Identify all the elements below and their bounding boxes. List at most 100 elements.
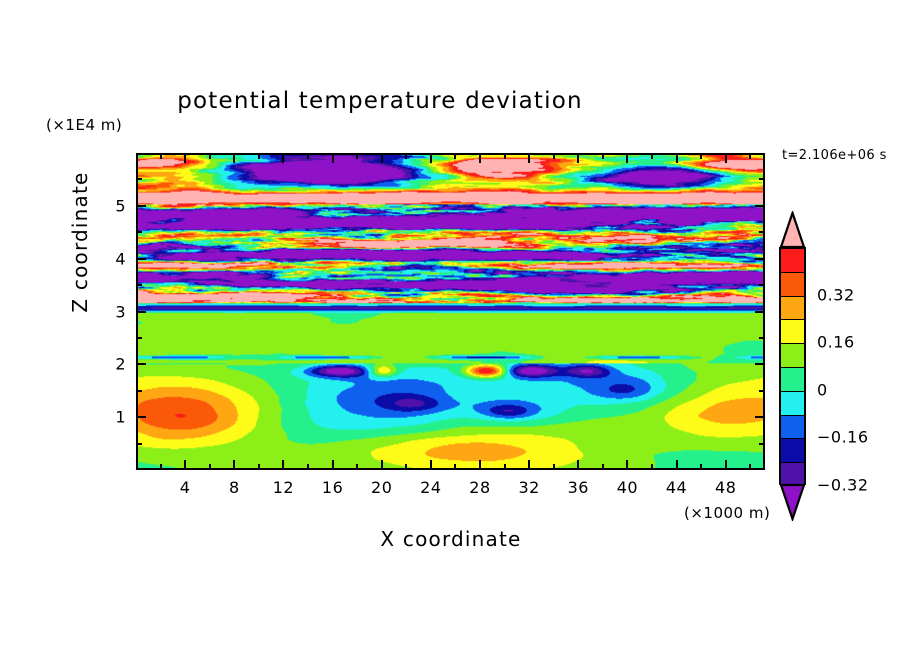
x-tick-44 bbox=[676, 460, 678, 469]
x-tick-top-2 bbox=[160, 154, 162, 159]
x-tick-8 bbox=[233, 460, 235, 469]
y-tick-right-5.5 bbox=[759, 178, 764, 180]
page-title: potential temperature deviation bbox=[177, 88, 583, 114]
colorbar-label-4: −0.32 bbox=[817, 475, 869, 495]
colorbar-band-8 bbox=[781, 439, 804, 464]
x-tick-48 bbox=[725, 460, 727, 469]
x-tick-14 bbox=[307, 464, 309, 469]
x-tick-label-36: 36 bbox=[567, 478, 589, 497]
x-tick-40 bbox=[626, 460, 628, 469]
y-tick-right-1 bbox=[755, 416, 764, 418]
colorbar-extend-bottom-arrow bbox=[779, 483, 806, 521]
y-tick-label-1: 1 bbox=[115, 407, 126, 427]
x-tick-10 bbox=[258, 464, 260, 469]
x-tick-top-36 bbox=[577, 154, 579, 163]
x-tick-6 bbox=[209, 464, 211, 469]
x-tick-label-12: 12 bbox=[272, 478, 295, 497]
x-tick-top-34 bbox=[553, 154, 555, 159]
x-tick-42 bbox=[651, 464, 653, 469]
colorbar-band-5 bbox=[781, 367, 804, 392]
x-tick-32 bbox=[528, 460, 530, 469]
contour-field bbox=[138, 155, 763, 468]
x-tick-30 bbox=[504, 464, 506, 469]
y-tick-right-0.5 bbox=[759, 443, 764, 445]
colorbar-band-3 bbox=[781, 320, 804, 345]
y-tick-right-3.5 bbox=[759, 284, 764, 286]
colorbar-extend-top-arrow bbox=[779, 211, 806, 249]
colorbar-label-3: −0.16 bbox=[817, 427, 869, 447]
x-tick-top-44 bbox=[676, 154, 678, 163]
x-tick-top-40 bbox=[626, 154, 628, 163]
y-tick-1 bbox=[137, 416, 146, 418]
x-tick-label-28: 28 bbox=[469, 478, 491, 497]
y-axis-title: Z coordinate bbox=[68, 171, 92, 313]
colorbar: 0.32 0.16 0 −0.16 −0.32 bbox=[779, 211, 868, 521]
y-tick-right-5 bbox=[755, 205, 764, 207]
x-tick-34 bbox=[553, 464, 555, 469]
x-tick-label-4: 4 bbox=[179, 478, 191, 497]
colorbar-bands bbox=[779, 247, 806, 487]
colorbar-label-0: 0.32 bbox=[817, 285, 855, 305]
x-tick-label-48: 48 bbox=[715, 478, 737, 497]
y-tick-right-3 bbox=[755, 311, 764, 313]
x-tick-4 bbox=[184, 460, 186, 469]
x-tick-label-32: 32 bbox=[518, 478, 540, 497]
y-tick-2 bbox=[137, 363, 146, 365]
x-tick-label-16: 16 bbox=[321, 478, 344, 497]
y-tick-3 bbox=[137, 311, 146, 313]
y-tick-5.5 bbox=[137, 178, 142, 180]
x-axis-title: X coordinate bbox=[380, 527, 522, 551]
y-tick-right-2.5 bbox=[759, 337, 764, 339]
x-tick-top-38 bbox=[602, 154, 604, 159]
x-tick-28 bbox=[479, 460, 481, 469]
x-tick-top-42 bbox=[651, 154, 653, 159]
x-axis-unit-label: (×1000 m) bbox=[684, 504, 771, 522]
x-tick-46 bbox=[700, 464, 702, 469]
x-tick-36 bbox=[577, 460, 579, 469]
x-tick-top-50 bbox=[749, 154, 751, 159]
x-tick-label-8: 8 bbox=[228, 478, 240, 497]
colorbar-label-1: 0.16 bbox=[817, 332, 855, 352]
x-tick-22 bbox=[405, 464, 407, 469]
y-tick-label-5: 5 bbox=[115, 196, 126, 216]
y-axis-unit-label: (×1E4 m) bbox=[46, 116, 123, 134]
x-tick-38 bbox=[602, 464, 604, 469]
x-tick-top-20 bbox=[381, 154, 383, 163]
colorbar-band-2 bbox=[781, 296, 804, 321]
x-tick-16 bbox=[332, 460, 334, 469]
plot-area bbox=[136, 153, 765, 470]
colorbar-label-2: 0 bbox=[817, 380, 828, 400]
x-tick-2 bbox=[160, 464, 162, 469]
colorbar-band-9 bbox=[781, 463, 804, 487]
x-tick-20 bbox=[381, 460, 383, 469]
colorbar-band-7 bbox=[781, 415, 804, 440]
x-tick-label-24: 24 bbox=[420, 478, 442, 497]
x-tick-top-32 bbox=[528, 154, 530, 163]
y-tick-label-4: 4 bbox=[115, 249, 126, 269]
x-tick-label-20: 20 bbox=[371, 478, 393, 497]
y-tick-0.5 bbox=[137, 443, 142, 445]
x-tick-top-26 bbox=[454, 154, 456, 159]
x-tick-label-40: 40 bbox=[616, 478, 639, 497]
y-tick-3.5 bbox=[137, 284, 142, 286]
x-tick-26 bbox=[454, 464, 456, 469]
x-tick-top-4 bbox=[184, 154, 186, 163]
x-tick-top-6 bbox=[209, 154, 211, 159]
colorbar-band-6 bbox=[781, 391, 804, 416]
y-tick-label-3: 3 bbox=[115, 302, 126, 321]
colorbar-band-0 bbox=[781, 249, 804, 273]
x-tick-top-30 bbox=[504, 154, 506, 159]
y-tick-1.5 bbox=[137, 390, 142, 392]
x-tick-label-44: 44 bbox=[665, 478, 688, 497]
y-tick-right-2 bbox=[755, 363, 764, 365]
x-tick-top-18 bbox=[356, 154, 358, 159]
x-tick-top-22 bbox=[405, 154, 407, 159]
x-tick-top-14 bbox=[307, 154, 309, 159]
y-tick-5 bbox=[137, 205, 146, 207]
y-tick-4.5 bbox=[137, 231, 142, 233]
x-tick-top-48 bbox=[725, 154, 727, 163]
x-tick-12 bbox=[282, 460, 284, 469]
y-tick-right-1.5 bbox=[759, 390, 764, 392]
x-tick-50 bbox=[749, 464, 751, 469]
x-tick-top-28 bbox=[479, 154, 481, 163]
